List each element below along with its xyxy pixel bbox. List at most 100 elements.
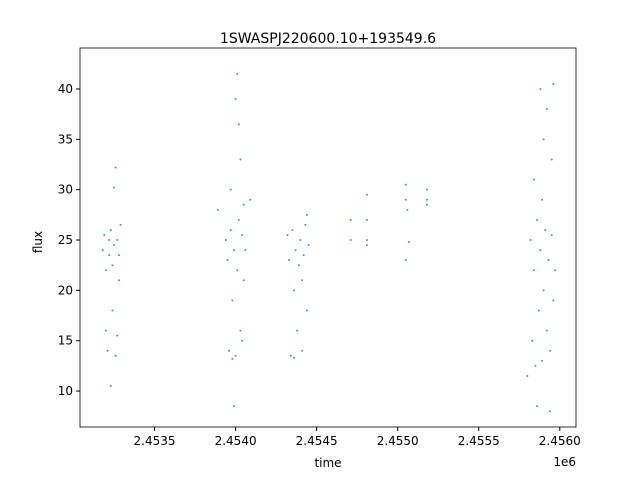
x-axis-label: time bbox=[314, 456, 341, 470]
y-tick-label: 10 bbox=[58, 384, 73, 398]
data-point bbox=[108, 254, 111, 257]
data-point bbox=[232, 249, 235, 252]
data-point bbox=[113, 186, 116, 189]
data-point bbox=[119, 223, 122, 226]
data-point bbox=[539, 87, 542, 90]
data-point bbox=[108, 239, 111, 242]
data-point bbox=[239, 329, 242, 332]
data-point bbox=[365, 218, 368, 221]
data-point bbox=[425, 188, 428, 191]
data-point bbox=[553, 269, 556, 272]
data-point bbox=[228, 349, 231, 352]
data-point bbox=[291, 228, 294, 231]
data-point bbox=[104, 269, 107, 272]
plot-frame bbox=[79, 47, 577, 428]
data-point bbox=[292, 356, 295, 359]
data-point bbox=[232, 405, 235, 408]
x-offset-label: 1e6 bbox=[553, 455, 576, 469]
data-point bbox=[239, 158, 242, 161]
data-point bbox=[547, 259, 550, 262]
data-point bbox=[296, 329, 299, 332]
y-axis-label: flux bbox=[31, 231, 45, 253]
x-tick-label: 2.4545 bbox=[296, 434, 338, 448]
data-point bbox=[236, 269, 239, 272]
y-tick-label: 35 bbox=[58, 132, 73, 146]
data-point bbox=[229, 228, 232, 231]
data-point bbox=[103, 233, 106, 236]
data-point bbox=[425, 198, 428, 201]
data-point bbox=[540, 198, 543, 201]
data-point bbox=[552, 299, 555, 302]
data-point bbox=[236, 72, 239, 75]
data-point bbox=[349, 239, 352, 242]
data-point bbox=[542, 289, 545, 292]
data-point bbox=[365, 239, 368, 242]
data-point bbox=[114, 354, 117, 357]
chart-title: 1SWASPJ220600.10+193549.6 bbox=[220, 31, 436, 47]
data-point bbox=[526, 374, 529, 377]
data-point bbox=[404, 259, 407, 262]
data-point bbox=[404, 183, 407, 186]
data-point bbox=[304, 223, 307, 226]
data-point bbox=[249, 198, 252, 201]
data-point bbox=[408, 241, 411, 244]
data-point bbox=[111, 309, 114, 312]
y-tick-label: 20 bbox=[58, 283, 73, 297]
data-point bbox=[406, 208, 409, 211]
data-point bbox=[536, 405, 539, 408]
data-point bbox=[301, 349, 304, 352]
data-point bbox=[224, 239, 227, 242]
data-point bbox=[231, 357, 234, 360]
x-tick-label: 2.4550 bbox=[377, 434, 419, 448]
data-point bbox=[549, 349, 552, 352]
data-point bbox=[109, 228, 112, 231]
data-point bbox=[307, 244, 310, 247]
data-point bbox=[545, 329, 548, 332]
data-point bbox=[365, 244, 368, 247]
data-point bbox=[537, 309, 540, 312]
data-point bbox=[237, 218, 240, 221]
data-point bbox=[536, 218, 539, 221]
data-point bbox=[116, 239, 119, 242]
data-point bbox=[241, 233, 244, 236]
data-point bbox=[288, 259, 291, 262]
data-point bbox=[552, 82, 555, 85]
data-point bbox=[305, 309, 308, 312]
data-point bbox=[111, 264, 114, 267]
data-point bbox=[117, 254, 120, 257]
data-point bbox=[106, 349, 109, 352]
data-point bbox=[294, 249, 297, 252]
x-tick-label: 2.4555 bbox=[458, 434, 500, 448]
data-point bbox=[544, 228, 547, 231]
data-point bbox=[549, 410, 552, 413]
data-point bbox=[534, 364, 537, 367]
data-point bbox=[237, 123, 240, 126]
data-point bbox=[297, 264, 300, 267]
data-point bbox=[241, 339, 244, 342]
data-point bbox=[550, 233, 553, 236]
data-point bbox=[216, 208, 219, 211]
x-tick-label: 2.4540 bbox=[215, 434, 257, 448]
y-tick-label: 15 bbox=[58, 334, 73, 348]
data-point bbox=[101, 249, 104, 252]
data-point bbox=[229, 188, 232, 191]
data-point bbox=[226, 259, 229, 262]
data-point bbox=[404, 198, 407, 201]
data-point bbox=[289, 354, 292, 357]
data-point bbox=[425, 203, 428, 206]
data-point bbox=[529, 239, 532, 242]
data-point bbox=[531, 339, 534, 342]
data-point bbox=[542, 138, 545, 141]
data-point bbox=[349, 218, 352, 221]
data-point bbox=[234, 354, 237, 357]
data-point bbox=[244, 249, 247, 252]
data-point bbox=[305, 213, 308, 216]
x-tick-label: 2.4560 bbox=[539, 434, 581, 448]
data-point bbox=[234, 98, 237, 101]
data-point bbox=[539, 249, 542, 252]
data-point bbox=[114, 166, 117, 169]
data-point bbox=[532, 178, 535, 181]
data-point bbox=[302, 254, 305, 257]
y-tick-label: 25 bbox=[58, 233, 73, 247]
